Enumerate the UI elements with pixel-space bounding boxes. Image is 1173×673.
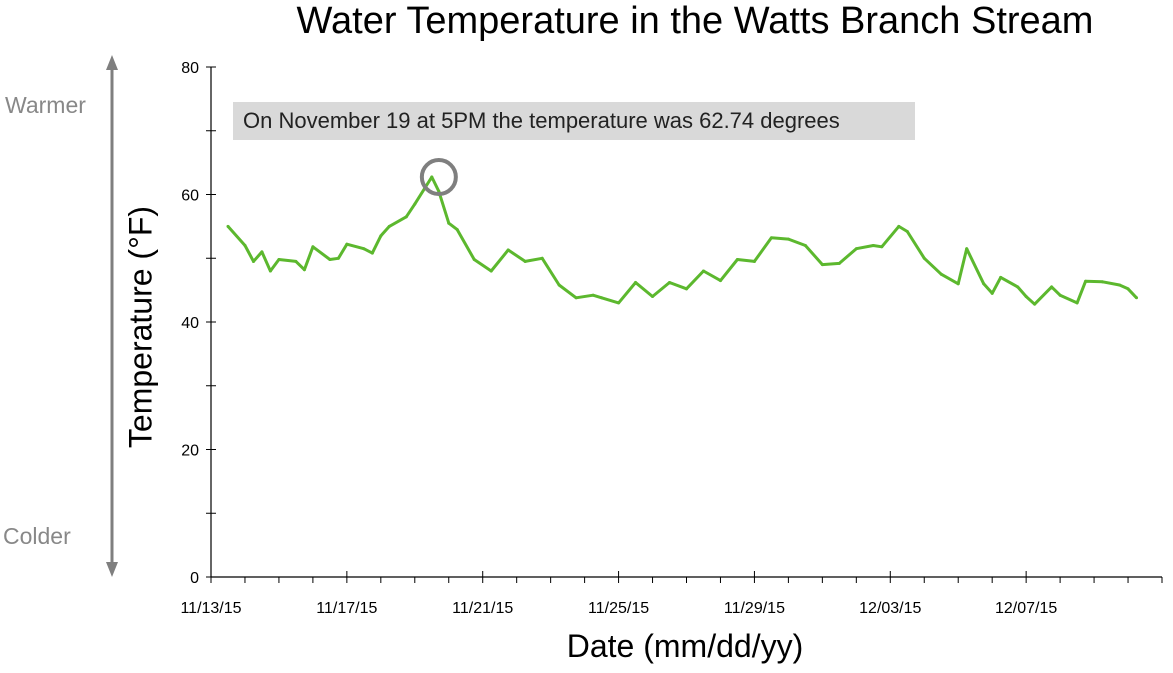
data-point: [651, 295, 655, 298]
data-point: [1135, 296, 1139, 300]
data-point: [472, 258, 476, 262]
data-point: [735, 258, 739, 262]
data-point: [379, 234, 383, 238]
data-point: [820, 263, 824, 267]
x-tick-label: 11/21/15: [452, 600, 513, 617]
data-point: [336, 256, 340, 260]
data-point: [803, 244, 807, 247]
data-point: [489, 269, 493, 273]
data-point: [226, 224, 230, 228]
data-point: [591, 293, 595, 297]
x-tick-label: 12/07/15: [995, 600, 1057, 617]
data-point: [922, 256, 926, 260]
data-point: [752, 259, 756, 263]
y-tick-label: 80: [181, 60, 199, 77]
data-point: [277, 258, 281, 262]
chart-axes: [210, 67, 1162, 578]
data-point: [871, 244, 875, 247]
y-tick-label: 60: [181, 188, 199, 205]
data-point: [430, 175, 434, 179]
data-point: [243, 244, 247, 247]
x-tick-label: 11/25/15: [588, 600, 649, 617]
colder-label: Colder: [3, 523, 71, 549]
data-point: [455, 228, 459, 232]
data-point: [718, 279, 722, 283]
data-point: [701, 269, 705, 273]
data-point: [1118, 283, 1122, 287]
data-point: [370, 251, 374, 255]
data-point: [387, 224, 391, 228]
plot-area: [226, 158, 1139, 306]
x-axis-label: Date (mm/dd/yy): [566, 628, 804, 664]
arrow-up-head: [106, 55, 118, 70]
y-axis-label: Temperature (°F): [122, 205, 159, 449]
x-tick-label: 11/17/15: [316, 600, 377, 617]
data-point: [268, 269, 272, 273]
data-point: [1016, 285, 1020, 289]
data-point: [1084, 279, 1088, 283]
data-point: [362, 247, 366, 251]
data-point: [328, 258, 332, 262]
peak-highlight-circle: [419, 158, 458, 197]
data-point: [1024, 295, 1028, 298]
data-point: [557, 283, 561, 287]
data-point: [880, 245, 884, 249]
data-point: [668, 280, 672, 284]
data-point: [786, 237, 790, 241]
data-point: [956, 282, 960, 286]
data-point: [447, 221, 451, 225]
data-point: [837, 261, 841, 265]
y-tick-label: 40: [181, 315, 199, 332]
data-point: [1033, 302, 1037, 306]
data-point: [260, 250, 264, 254]
data-point: [965, 247, 969, 251]
data-point: [311, 245, 315, 249]
data-point: [1075, 301, 1079, 305]
data-point: [294, 259, 298, 263]
data-point: [905, 229, 909, 233]
data-point: [1126, 287, 1130, 291]
data-point: [982, 282, 986, 286]
data-point: [600, 296, 604, 300]
data-point: [685, 287, 688, 291]
data-point: [1050, 285, 1054, 289]
data-point: [769, 236, 773, 240]
data-point: [251, 259, 255, 263]
warmer-label: Warmer: [5, 92, 86, 118]
data-point: [854, 247, 858, 251]
x-tick-label: 11/29/15: [724, 600, 785, 617]
data-point: [413, 202, 417, 206]
data-point: [404, 215, 408, 219]
data-point: [506, 248, 510, 252]
data-point: [897, 224, 901, 228]
chart-ticks: 0 20 40 60 80 11/13/15 11/17/15 11/21/15 11/25/1…: [180, 60, 1163, 617]
data-point: [523, 259, 527, 263]
data-point: [540, 256, 544, 260]
temperature-line: [226, 175, 1138, 306]
x-tick-label: 11/13/15: [180, 600, 241, 617]
data-point: [302, 268, 306, 272]
data-point: [990, 291, 994, 295]
warmer-colder-arrow: [106, 55, 118, 577]
data-point: [939, 272, 943, 276]
data-point: [1101, 280, 1105, 284]
y-tick-label: 0: [190, 570, 199, 587]
y-tick-label: 20: [181, 443, 199, 460]
peak-annotation: On November 19 at 5PM the temperature wa…: [233, 102, 915, 140]
data-point: [574, 296, 578, 300]
chart-title: Water Temperature in the Watts Branch St…: [296, 0, 1094, 42]
data-point: [617, 301, 621, 305]
data-point: [634, 280, 638, 284]
data-point: [999, 275, 1003, 279]
x-tick-label: 12/03/15: [859, 600, 921, 617]
data-point: [1058, 293, 1062, 297]
arrow-down-head: [106, 562, 118, 577]
data-point: [345, 242, 349, 246]
